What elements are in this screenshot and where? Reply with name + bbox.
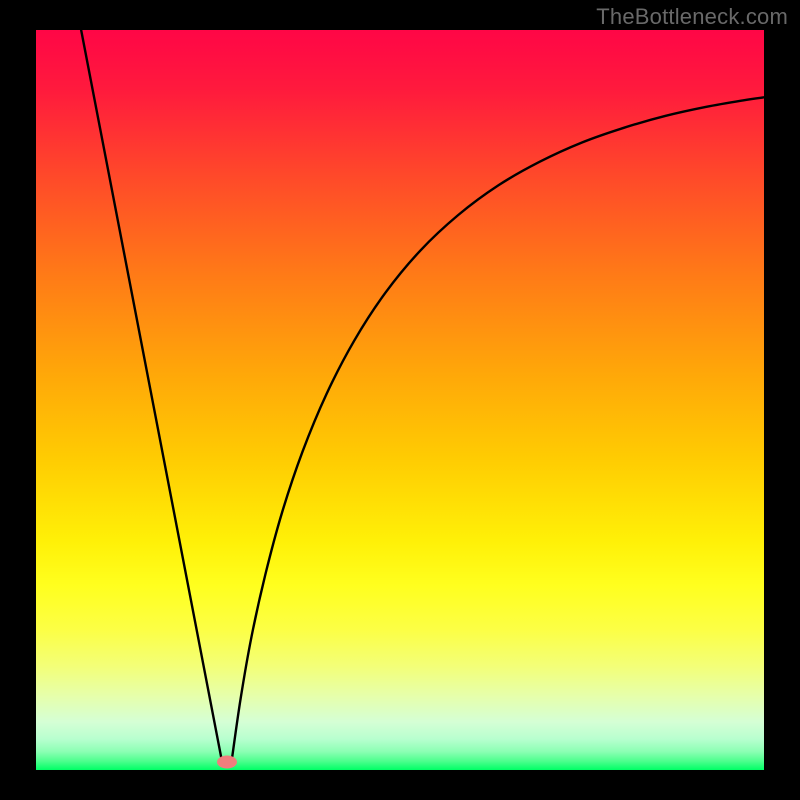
bottleneck-curve bbox=[36, 30, 764, 770]
plot-area bbox=[36, 30, 764, 770]
optimum-marker bbox=[217, 755, 237, 768]
watermark-text: TheBottleneck.com bbox=[596, 4, 788, 30]
